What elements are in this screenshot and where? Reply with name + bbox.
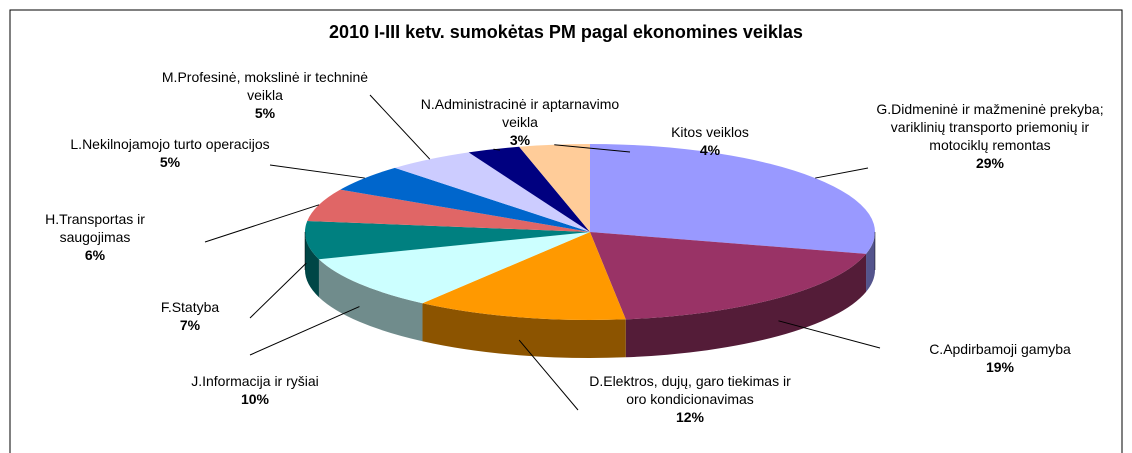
category-label: F.Statyba [160, 299, 220, 315]
leader-line [369, 94, 431, 160]
slice-top [468, 146, 590, 232]
chart-title: 2010 I-III ketv. sumokėtas PM pagal ekon… [329, 22, 803, 42]
pie-slice [590, 232, 867, 358]
slice-label: D.Elektros, dujų, garo tiekimas ir oro k… [580, 372, 800, 426]
leader-line [815, 167, 869, 179]
pie-slice [519, 144, 590, 232]
pie-slice [468, 146, 590, 232]
slice-side [305, 232, 319, 298]
slice-label: J.Informacija ir ryšiai 10% [150, 372, 360, 408]
pie-slice [394, 152, 590, 232]
slice-top [590, 144, 876, 254]
value-label: 10% [240, 391, 270, 407]
slice-top [318, 232, 590, 304]
value-label: 6% [84, 247, 106, 263]
slice-label: N.Administracinė ir aptarnavimo veikla 3% [415, 95, 625, 149]
slice-side [422, 303, 626, 358]
slice-top [340, 167, 590, 232]
category-label: L.Nekilnojamojo turto operacijos [70, 136, 270, 152]
pie-slice [305, 220, 590, 298]
pie-slice [422, 232, 626, 358]
slice-top [590, 232, 867, 320]
category-label: C.Apdirbamoji gamyba [929, 341, 1071, 357]
pie-slice [340, 167, 590, 232]
leader-line [778, 320, 881, 349]
slice-label: F.Statyba 7% [120, 298, 260, 334]
slice-label: M.Profesinė, mokslinė ir techninė veikla… [150, 68, 380, 122]
value-label: 4% [699, 142, 721, 158]
slice-label: C.Apdirbamoji gamyba 19% [890, 340, 1110, 376]
slice-side [318, 259, 423, 342]
leader-line [269, 164, 365, 179]
category-label: M.Profesinė, mokslinė ir techninė veikla [161, 69, 369, 103]
leader-line [249, 306, 360, 356]
slice-label: Kitos veiklos 4% [630, 123, 790, 159]
value-label: 7% [179, 317, 201, 333]
slice-top [394, 152, 590, 232]
slice-top [307, 189, 590, 232]
slice-top [422, 232, 626, 320]
slice-label: G.Didmeninė ir mažmeninė prekyba; varikl… [875, 100, 1105, 172]
slice-side [866, 232, 875, 292]
slice-label: L.Nekilnojamojo turto operacijos 5% [55, 135, 285, 171]
category-label: G.Didmeninė ir mažmeninė prekyba; varikl… [876, 101, 1104, 153]
leader-line [249, 262, 307, 319]
category-label: J.Informacija ir ryšiai [191, 373, 319, 389]
category-label: H.Transportas ir saugojimas [45, 211, 145, 245]
value-label: 12% [675, 409, 705, 425]
category-label: N.Administracinė ir aptarnavimo veikla [420, 96, 620, 130]
value-label: 5% [159, 154, 181, 170]
value-label: 3% [509, 132, 531, 148]
pie-slice [318, 232, 590, 342]
leader-line [493, 148, 501, 151]
slice-top [519, 144, 590, 232]
slice-top [305, 220, 590, 260]
pie-slice [307, 189, 590, 232]
value-label: 19% [985, 359, 1015, 375]
value-label: 5% [254, 105, 276, 121]
category-label: D.Elektros, dujų, garo tiekimas ir oro k… [589, 373, 791, 407]
leader-line [518, 339, 579, 411]
slice-label: H.Transportas ir saugojimas 6% [20, 210, 170, 264]
leader-line [554, 144, 631, 153]
leader-line [204, 204, 320, 243]
pie-slice [590, 144, 876, 292]
category-label: Kitos veiklos [671, 124, 749, 140]
value-label: 29% [975, 155, 1005, 171]
slice-side [625, 253, 867, 358]
